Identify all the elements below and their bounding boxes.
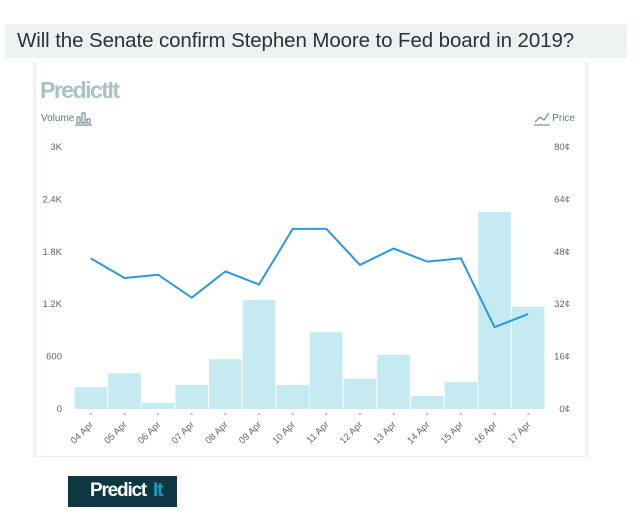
x-tick-dot	[392, 413, 395, 415]
x-axis-label: 16 Apr	[472, 419, 499, 446]
x-tick-dot	[190, 413, 193, 415]
left-axis-tick: 1.8K	[42, 247, 62, 258]
volume-bar[interactable]	[343, 378, 377, 409]
x-tick-dot	[123, 413, 126, 415]
right-axis-tick: 48¢	[554, 247, 570, 258]
left-axis-tick: 0	[57, 404, 62, 415]
price-legend-label: Price	[552, 113, 575, 124]
x-tick-dot	[493, 413, 496, 415]
volume-bar[interactable]	[175, 384, 209, 409]
volume-bar[interactable]	[377, 354, 410, 409]
bar-chart-icon	[75, 112, 92, 126]
x-tick-dot	[426, 413, 429, 415]
title-bar: Will the Senate confirm Stephen Moore to…	[5, 24, 627, 58]
x-axis-label: 15 Apr	[439, 419, 466, 446]
x-axis-label: 14 Apr	[405, 419, 432, 446]
line-chart-icon	[534, 112, 550, 126]
chart-card	[33, 62, 588, 457]
x-tick-dot	[527, 413, 530, 415]
left-axis-tick: 1.2K	[42, 299, 62, 310]
x-tick-dot	[325, 413, 328, 415]
x-axis-label: 04 Apr	[69, 419, 96, 446]
x-axis-label: 07 Apr	[170, 419, 197, 446]
x-axis-label: 11 Apr	[305, 419, 332, 446]
predictit-footer-logo[interactable]: Predict It	[68, 476, 177, 507]
volume-bar[interactable]	[74, 387, 108, 409]
x-axis-label: 12 Apr	[338, 419, 365, 446]
x-axis-label: 10 Apr	[271, 419, 298, 446]
right-axis-tick: 16¢	[554, 352, 570, 363]
x-tick-dot	[157, 413, 160, 415]
volume-bar[interactable]	[108, 373, 141, 409]
x-axis-label: 17 Apr	[506, 419, 533, 446]
x-tick-dot	[89, 413, 92, 415]
volume-bar[interactable]	[511, 306, 545, 409]
price-line	[90, 227, 529, 329]
x-axis-label: 09 Apr	[237, 419, 264, 446]
x-tick-dot	[224, 413, 227, 415]
volume-legend-label: Volume	[41, 113, 75, 124]
logo-text-predict: Predict	[90, 480, 147, 501]
left-axis-tick: 2.4K	[42, 194, 62, 205]
logo-text-it: It	[153, 480, 163, 501]
volume-bar[interactable]	[276, 384, 309, 409]
volume-bar[interactable]	[444, 381, 478, 409]
left-axis-tick: 600	[46, 352, 62, 363]
volume-bar[interactable]	[410, 395, 444, 409]
volume-bar[interactable]	[242, 299, 276, 409]
x-tick-dot	[291, 413, 294, 415]
predictit-watermark: PredictIt	[40, 77, 120, 103]
right-axis-tick: 80¢	[554, 142, 570, 153]
volume-bar[interactable]	[310, 332, 343, 409]
volume-bar[interactable]	[209, 359, 242, 409]
volume-bar[interactable]	[478, 212, 511, 409]
x-tick-dot	[358, 413, 361, 415]
x-tick-dot	[258, 413, 261, 415]
right-axis-tick: 64¢	[554, 194, 570, 205]
x-axis-label: 08 Apr	[203, 419, 230, 446]
right-axis-tick: 0¢	[559, 404, 570, 415]
x-axis-label: 06 Apr	[136, 419, 163, 446]
x-axis-label: 05 Apr	[102, 419, 129, 446]
left-axis-tick: 3K	[50, 142, 62, 153]
x-tick-dot	[459, 413, 462, 415]
right-axis-tick: 32¢	[554, 299, 570, 310]
volume-bar[interactable]	[141, 402, 175, 409]
page-title: Will the Senate confirm Stephen Moore to…	[17, 29, 575, 52]
x-axis-label: 13 Apr	[372, 419, 399, 446]
